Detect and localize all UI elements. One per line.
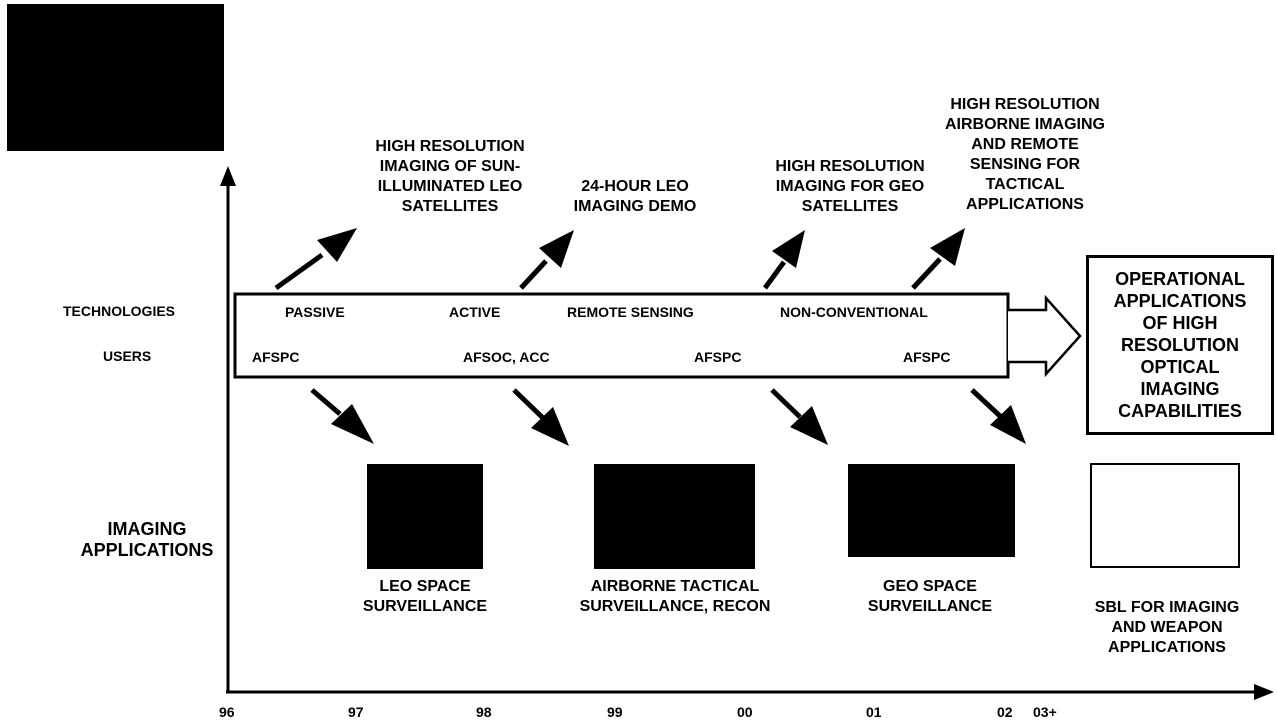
- up-arrow-4: [911, 257, 942, 290]
- up-arrow-1: [274, 252, 324, 291]
- down-arrowhead-1: [331, 404, 374, 444]
- up-arrow-2: [519, 259, 548, 290]
- application-caption-sbl: SBL FOR IMAGING AND WEAPON APPLICATIONS: [1094, 599, 1240, 656]
- up-arrowhead-3: [772, 230, 805, 268]
- user-afspc-1: AFSPC: [252, 349, 300, 365]
- capability-caption-1: HIGH RESOLUTION IMAGING OF SUN- ILLUMINA…: [375, 138, 525, 215]
- timeline-tick-97: 97: [348, 704, 364, 720]
- timeline-tick-02: 02: [997, 704, 1013, 720]
- capability-caption-2: 24-HOUR LEO IMAGING DEMO: [573, 178, 697, 215]
- down-arrowhead-4: [990, 405, 1026, 444]
- timeline-tick-03plus: 03+: [1033, 704, 1057, 720]
- sbl-image-frame: [1090, 463, 1240, 568]
- up-arrow-3: [762, 260, 787, 290]
- timeline-tick-99: 99: [607, 704, 623, 720]
- users-row-label: USERS: [103, 348, 152, 364]
- timeline-tick-00: 00: [737, 704, 753, 720]
- user-afsoc-acc: AFSOC, ACC: [463, 349, 550, 365]
- technologies-row-label: TECHNOLOGIES: [63, 303, 176, 319]
- application-caption-geo: GEO SPACE SURVEILLANCE: [867, 578, 993, 615]
- down-arrow-3: [770, 388, 802, 419]
- operational-applications-box: OPERATIONAL APPLICATIONS OF HIGH RESOLUT…: [1086, 255, 1274, 435]
- block-arrow: [1008, 294, 1082, 378]
- logo-redacted-block: [7, 4, 224, 151]
- technology-active: ACTIVE: [449, 304, 501, 320]
- timeline-tick-98: 98: [476, 704, 492, 720]
- leo-space-image: [367, 464, 483, 569]
- capability-caption-4: HIGH RESOLUTION AIRBORNE IMAGING AND REM…: [945, 96, 1105, 213]
- geo-space-image: [848, 464, 1015, 557]
- up-arrowhead-2: [539, 230, 574, 268]
- down-arrow-2: [512, 388, 545, 420]
- capability-caption-3: HIGH RESOLUTION IMAGING FOR GEO SATELLIT…: [775, 158, 925, 215]
- down-arrow-4: [970, 388, 1002, 418]
- horizontal-axis-arrowhead: [1254, 684, 1274, 700]
- timeline-tick-96: 96: [219, 704, 235, 720]
- down-arrowhead-3: [790, 406, 828, 445]
- user-afspc-3: AFSPC: [903, 349, 951, 365]
- down-arrow-1: [310, 388, 342, 416]
- airborne-tactical-image: [594, 464, 755, 569]
- vertical-axis-arrowhead: [220, 166, 236, 186]
- application-caption-leo: LEO SPACE SURVEILLANCE: [362, 578, 488, 615]
- imaging-applications-row-label: IMAGING APPLICATIONS: [80, 519, 214, 560]
- timeline-tick-01: 01: [866, 704, 882, 720]
- up-arrows: [274, 252, 942, 291]
- technology-non-conventional: NON-CONVENTIONAL: [780, 304, 928, 320]
- up-arrowhead-4: [930, 228, 965, 266]
- user-afspc-2: AFSPC: [694, 349, 742, 365]
- technology-remote-sensing: REMOTE SENSING: [567, 304, 694, 320]
- application-caption-airborne: AIRBORNE TACTICAL SURVEILLANCE, RECON: [579, 578, 771, 615]
- up-arrowhead-1: [317, 228, 357, 262]
- technology-passive: PASSIVE: [285, 304, 345, 320]
- down-arrowhead-2: [531, 407, 569, 446]
